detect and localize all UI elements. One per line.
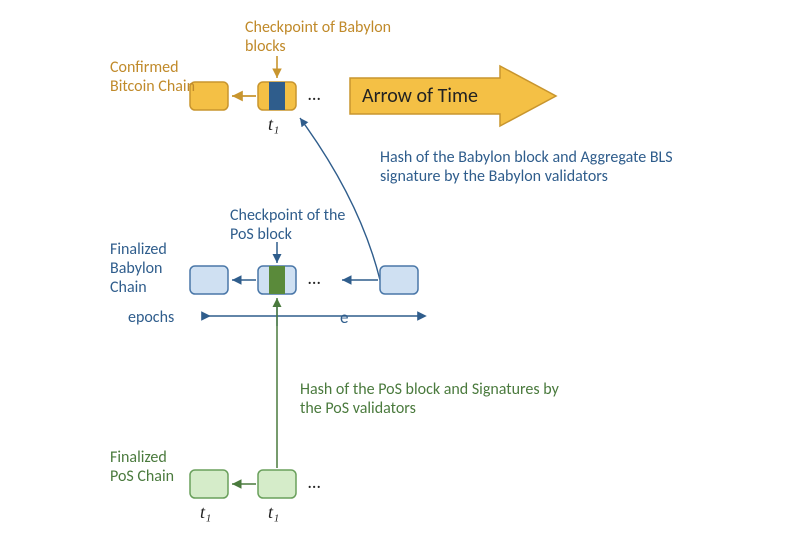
hash-babylon-arrow xyxy=(300,118,380,280)
t1-top: t₁ xyxy=(268,114,279,136)
t1-bottom-a: t₁ xyxy=(200,502,211,524)
babylon-block-1 xyxy=(190,266,228,294)
dots-babylon: … xyxy=(308,268,320,290)
confirmed-bitcoin-label: Confirmed Bitcoin Chain xyxy=(110,58,200,96)
babylon-block-3 xyxy=(380,266,418,294)
bitcoin-block-2-checkpoint xyxy=(269,82,285,110)
t1-bottom-b: t₁ xyxy=(268,502,279,524)
checkpoint-pos-label: Checkpoint of the PoS block xyxy=(230,206,360,244)
babylon-block-2-checkpoint xyxy=(269,266,285,294)
finalized-babylon-label: Finalized Babylon Chain xyxy=(110,240,190,298)
hash-pos-label: Hash of the PoS block and Signatures by … xyxy=(300,380,560,418)
pos-block-1 xyxy=(190,470,228,498)
dots-pos: … xyxy=(308,472,320,494)
arrow-of-time-label: Arrow of Time xyxy=(362,84,478,108)
e-label: e xyxy=(340,308,348,328)
dots-bitcoin: … xyxy=(308,84,320,106)
checkpoint-babylon-label: Checkpoint of Babylon blocks xyxy=(245,18,395,56)
epochs-label: epochs xyxy=(128,308,174,327)
pos-block-2 xyxy=(258,470,296,498)
hash-babylon-label: Hash of the Babylon block and Aggregate … xyxy=(380,148,700,186)
finalized-pos-label: Finalized PoS Chain xyxy=(110,448,190,486)
